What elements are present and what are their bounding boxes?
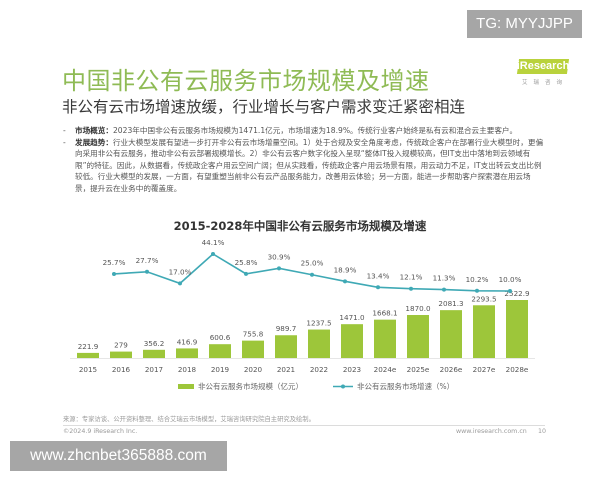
growth-point — [211, 252, 215, 256]
footer-source: 来源：专家访谈、公开资料整理、结合艾瑞云市场模型，艾瑞咨询研究院自主研究及绘制。 — [63, 416, 315, 423]
bar — [176, 348, 198, 358]
growth-value-label: 10.2% — [466, 275, 489, 284]
growth-value-label: 11.3% — [433, 274, 456, 283]
logo-text: iResearch — [516, 60, 570, 72]
growth-value-label: 10.0% — [499, 275, 522, 284]
bullet-label: 发展趋势： — [75, 137, 113, 147]
growth-point — [409, 286, 413, 291]
bar — [209, 344, 231, 358]
footer-url[interactable]: www.iresearch.com.cn — [456, 428, 527, 435]
growth-value-label: 13.4% — [367, 271, 390, 280]
bar-value-label: 1471.0 — [339, 313, 365, 322]
growth-value-label: 25.7% — [103, 258, 126, 267]
bullet-label: 市场概览： — [75, 126, 113, 135]
bar-value-label: 1668.1 — [372, 309, 397, 318]
bar-value-label: 279 — [114, 341, 128, 350]
bar — [242, 340, 264, 358]
bar — [506, 300, 528, 358]
bullet-dash-icon: - — [63, 126, 66, 135]
bar-value-label: 1870.0 — [405, 304, 431, 313]
legend-item-line: 非公有云服务市场增速（%） — [333, 381, 454, 392]
bar-value-label: 1237.5 — [306, 319, 331, 328]
logo-subtext: 艾瑞咨询 — [522, 80, 569, 86]
page-title: 中国非公有云服务市场规模及增速 — [62, 67, 430, 95]
growth-point — [343, 279, 347, 284]
x-tick-label: 2025e — [407, 365, 430, 374]
growth-value-label: 12.1% — [400, 273, 423, 282]
x-tick-label: 2022 — [310, 365, 328, 374]
x-tick-label: 2015 — [79, 365, 97, 374]
bullet-market-overview: - 市场概览：2023年中国非公有云服务市场规模为1471.1亿元，市场增速为1… — [63, 125, 545, 137]
growth-point — [310, 272, 314, 277]
x-tick-label: 2017 — [145, 365, 163, 374]
growth-value-label: 17.0% — [169, 267, 192, 276]
growth-point — [277, 266, 281, 271]
bar-value-label: 2293.5 — [471, 294, 496, 303]
bullet-text: 行业大模型发展有望进一步打开非公有云市场增量空间。1）处于合规及安全角度考虑，传… — [75, 137, 544, 193]
x-tick-label: 2016 — [112, 365, 131, 374]
bar — [143, 349, 165, 358]
bar — [275, 335, 297, 358]
x-tick-label: 2026e — [440, 365, 463, 374]
legend-line-label: 非公有云服务市场增速（%） — [357, 382, 455, 391]
legend-item-bar: 非公有云服务市场规模（亿元） — [178, 381, 303, 392]
chart-legend: 非公有云服务市场规模（亿元） 非公有云服务市场增速（%） — [178, 381, 484, 392]
x-tick-label: 2020 — [244, 365, 263, 374]
x-tick-label: 2019 — [211, 365, 230, 374]
iresearch-logo: iResearch 艾瑞咨询 — [514, 57, 580, 91]
bar-value-label: 989.7 — [276, 324, 297, 333]
footer-copyright: ©2024.9 iResearch Inc. — [63, 428, 138, 435]
chart-title: 2015-2028年中国非公有云服务市场规模及增速 — [173, 219, 427, 233]
bar — [440, 310, 462, 358]
bar-value-label: 600.6 — [210, 333, 231, 342]
x-tick-label: 2021 — [277, 365, 295, 374]
bullet-list: - 市场概览：2023年中国非公有云服务市场规模为1471.1亿元，市场增速为1… — [63, 125, 545, 195]
bullet-dash-icon: - — [63, 137, 66, 147]
bar — [341, 324, 363, 358]
x-tick-label: 2018 — [178, 365, 197, 374]
bar-value-label: 755.8 — [243, 330, 264, 339]
x-tick-label: 2023 — [343, 365, 361, 374]
growth-value-label: 27.7% — [136, 256, 159, 265]
bar-value-label: 416.9 — [177, 337, 198, 346]
watermark-bottom: www.zhcnbet365888.com — [10, 441, 227, 471]
bullet-trend: - 发展趋势：行业大模型发展有望进一步打开非公有云市场增量空间。1）处于合规及安… — [63, 137, 545, 195]
bullet-text: 2023年中国非公有云服务市场规模为1471.1亿元，市场增速为18.9%。传统… — [112, 126, 518, 135]
growth-point — [178, 281, 182, 286]
legend-bar-swatch — [178, 384, 194, 389]
growth-point — [145, 269, 149, 274]
growth-value-label: 30.9% — [268, 252, 291, 261]
growth-point — [475, 288, 479, 293]
bar — [407, 315, 429, 358]
growth-point — [244, 271, 248, 276]
bar — [473, 305, 495, 358]
bar-value-label: 356.2 — [144, 339, 165, 348]
bar — [374, 319, 396, 358]
bar — [110, 351, 132, 358]
growth-value-label: 44.1% — [202, 238, 225, 247]
growth-value-label: 25.0% — [301, 259, 324, 268]
page-subtitle: 非公有云市场增速放缓，行业增长与客户需求变迁紧密相连 — [62, 98, 466, 116]
growth-point — [112, 271, 116, 276]
growth-point — [442, 287, 446, 292]
page-number: 10 — [538, 428, 547, 435]
growth-value-label: 18.9% — [334, 265, 357, 274]
bar-value-label: 2522.9 — [504, 289, 530, 298]
bar-value-label: 2081.3 — [438, 299, 463, 308]
growth-point — [376, 285, 380, 290]
bar-value-label: 221.9 — [78, 342, 99, 351]
bar — [77, 352, 99, 358]
legend-bar-label: 非公有云服务市场规模（亿元） — [198, 382, 303, 391]
footer-divider — [63, 425, 545, 426]
growth-point — [508, 289, 512, 293]
x-tick-label: 2028e — [506, 365, 529, 374]
x-tick-label: 2024e — [374, 365, 397, 374]
combo-chart: 221.9 2015 279 2016 356.2 2017 416.9 2018 600.6 2… — [70, 238, 535, 374]
watermark-top: TG: MYYJJPP — [467, 10, 582, 38]
bar — [308, 329, 330, 358]
growth-value-label: 25.8% — [235, 258, 258, 267]
legend-line-swatch — [333, 384, 353, 389]
x-tick-label: 2027e — [473, 365, 496, 374]
